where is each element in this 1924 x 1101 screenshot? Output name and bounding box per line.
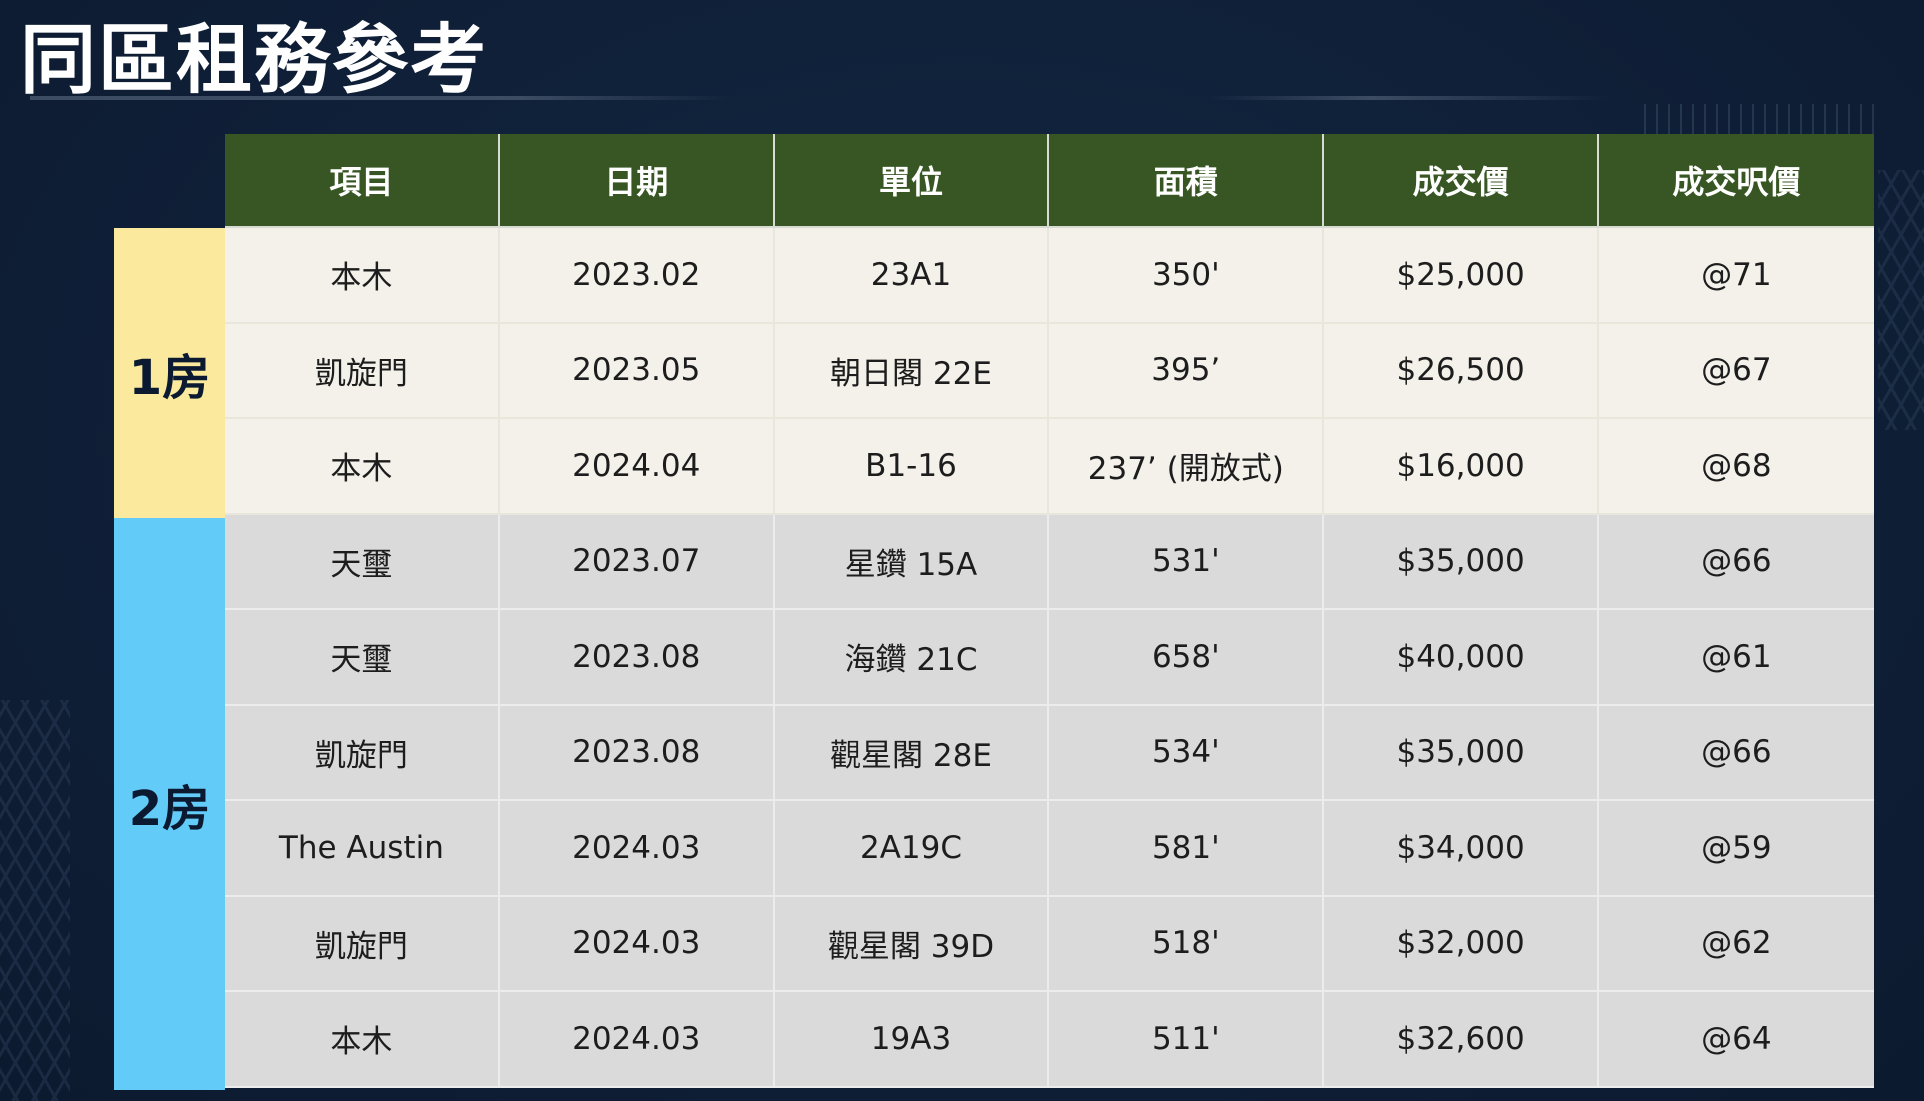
cell-price-per-sqft: @62 (1598, 896, 1874, 992)
table-row: 本木 2023.02 23A1 350' $25,000 @71 (225, 228, 1874, 324)
table-body: 本木 2023.02 23A1 350' $25,000 @71 凱旋門 202… (225, 228, 1874, 1088)
cell-area: 658' (1049, 610, 1325, 706)
cell-unit: 19A3 (774, 992, 1050, 1088)
background-pattern-left (0, 700, 70, 1101)
cell-item: 天璽 (225, 610, 500, 706)
cell-item: 凱旋門 (225, 705, 500, 801)
cell-price-per-sqft: @64 (1598, 992, 1874, 1088)
cell-price-per-sqft: @68 (1598, 419, 1874, 515)
cell-price-per-sqft: @67 (1598, 323, 1874, 419)
cell-price-per-sqft: @61 (1598, 610, 1874, 706)
cell-date: 2024.03 (499, 896, 775, 992)
table-row: The Austin 2024.03 2A19C 581' $34,000 @5… (225, 801, 1874, 897)
cell-date: 2023.08 (499, 610, 775, 706)
table-row: 本木 2024.03 19A3 511' $32,600 @64 (225, 992, 1874, 1088)
header-item: 項目 (225, 134, 500, 228)
slide-title: 同區租務參考 (20, 15, 488, 104)
cell-price-per-sqft: @66 (1598, 705, 1874, 801)
cell-price: $32,000 (1324, 896, 1599, 992)
cell-area: 534' (1049, 705, 1325, 801)
table-row: 凱旋門 2023.08 觀星閣 28E 534' $35,000 @66 (225, 705, 1874, 801)
table-row: 凱旋門 2024.03 觀星閣 39D 518' $32,000 @62 (225, 896, 1874, 992)
cell-unit: B1-16 (774, 419, 1050, 515)
cell-unit: 2A19C (774, 801, 1050, 897)
cell-unit: 觀星閣 39D (774, 896, 1050, 992)
title-underline (30, 96, 730, 100)
header-date: 日期 (499, 134, 775, 228)
table-row: 凱旋門 2023.05 朝日閣 22E 395’ $26,500 @67 (225, 323, 1874, 419)
header-area: 面積 (1049, 134, 1325, 228)
cell-price: $40,000 (1324, 610, 1599, 706)
cell-price: $25,000 (1324, 228, 1599, 324)
table-row: 本木 2024.04 B1-16 237’ (開放式) $16,000 @68 (225, 419, 1874, 515)
cell-price: $34,000 (1324, 801, 1599, 897)
cell-unit: 海鑽 21C (774, 610, 1050, 706)
cell-date: 2024.04 (499, 419, 775, 515)
cell-area: 237’ (開放式) (1049, 419, 1325, 515)
background-pattern-top-right (1634, 104, 1884, 134)
header-price-per-sqft: 成交呎價 (1598, 134, 1874, 228)
cell-price-per-sqft: @71 (1598, 228, 1874, 324)
cell-date: 2023.02 (499, 228, 775, 324)
cell-area: 531' (1049, 514, 1325, 610)
cell-unit: 朝日閣 22E (774, 323, 1050, 419)
cell-item: 天璽 (225, 514, 500, 610)
cell-date: 2023.07 (499, 514, 775, 610)
cell-price: $16,000 (1324, 419, 1599, 515)
cell-unit: 23A1 (774, 228, 1050, 324)
table-row: 天璽 2023.07 星鑽 15A 531' $35,000 @66 (225, 514, 1874, 610)
cell-price: $35,000 (1324, 705, 1599, 801)
background-pattern-right (1878, 170, 1924, 430)
cell-item: The Austin (225, 801, 500, 897)
cell-date: 2023.08 (499, 705, 775, 801)
cell-date: 2024.03 (499, 801, 775, 897)
group-label-2-bedroom: 2房 (114, 518, 225, 1090)
title-underline-right (1210, 96, 1610, 100)
cell-area: 350' (1049, 228, 1325, 324)
cell-item: 凱旋門 (225, 896, 500, 992)
cell-price-per-sqft: @59 (1598, 801, 1874, 897)
cell-unit: 星鑽 15A (774, 514, 1050, 610)
cell-area: 518' (1049, 896, 1325, 992)
cell-item: 本木 (225, 419, 500, 515)
header-price: 成交價 (1324, 134, 1599, 228)
cell-date: 2023.05 (499, 323, 775, 419)
cell-price-per-sqft: @66 (1598, 514, 1874, 610)
cell-price: $35,000 (1324, 514, 1599, 610)
group-label-1-bedroom: 1房 (114, 228, 225, 518)
cell-item: 凱旋門 (225, 323, 500, 419)
cell-item: 本木 (225, 992, 500, 1088)
cell-date: 2024.03 (499, 992, 775, 1088)
cell-area: 581' (1049, 801, 1325, 897)
cell-price: $26,500 (1324, 323, 1599, 419)
header-unit: 單位 (774, 134, 1050, 228)
table-row: 天璽 2023.08 海鑽 21C 658' $40,000 @61 (225, 610, 1874, 706)
cell-area: 511' (1049, 992, 1325, 1088)
cell-area: 395’ (1049, 323, 1325, 419)
cell-price: $32,600 (1324, 992, 1599, 1088)
table-header-row: 項目 日期 單位 面積 成交價 成交呎價 (225, 134, 1874, 228)
cell-item: 本木 (225, 228, 500, 324)
cell-unit: 觀星閣 28E (774, 705, 1050, 801)
